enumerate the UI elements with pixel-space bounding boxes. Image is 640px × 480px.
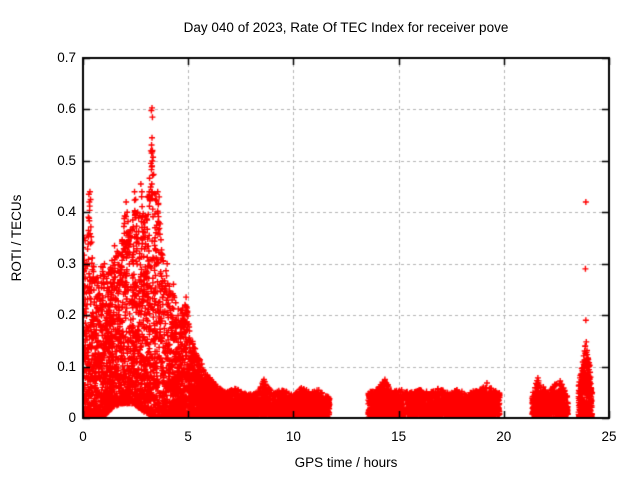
y-tick-label: 0.3	[57, 255, 76, 271]
x-tick-label: 20	[496, 429, 512, 444]
y-tick-label: 0.2	[57, 307, 76, 323]
x-tick-label: 5	[184, 429, 192, 444]
x-axis-label: GPS time / hours	[294, 455, 398, 470]
y-tick-label: 0.1	[57, 358, 76, 374]
y-tick-label: 0.6	[57, 101, 76, 117]
y-tick-label: 0.4	[57, 204, 76, 220]
y-tick-label: 0.7	[57, 50, 76, 65]
chart-title: Day 040 of 2023, Rate Of TEC Index for r…	[183, 20, 509, 35]
y-tick-label: 0.5	[57, 152, 76, 168]
x-tick-label: 10	[285, 429, 301, 444]
x-tick-label: 15	[391, 429, 407, 444]
x-tick-label: 0	[79, 429, 87, 444]
y-tick-label: 0	[68, 410, 76, 425]
x-tick-label: 25	[601, 429, 617, 444]
